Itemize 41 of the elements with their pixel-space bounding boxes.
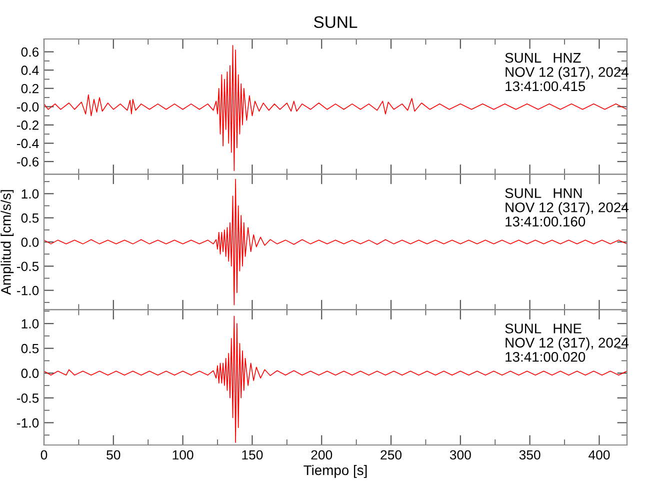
annotation: 13:41:00.415	[506, 81, 586, 92]
annotation: NOV 12 (317), 2024	[506, 337, 628, 350]
y-tick-label: 0.5	[21, 344, 39, 354]
annotation: SUNL HNZ	[505, 52, 581, 63]
y-tick-label: -0.6	[16, 157, 39, 166]
y-tick-label: 0.4	[21, 66, 39, 75]
x-tick-label: 0	[40, 450, 48, 460]
annotation: 13:41:00.020	[506, 352, 586, 362]
x-tick-label: 100	[172, 450, 194, 460]
y-tick-label: 0.0	[21, 368, 39, 378]
y-tick-label: 1.0	[22, 319, 39, 328]
chart-title: SUNL	[314, 16, 358, 28]
y-tick-label: -0.5	[16, 393, 39, 403]
y-tick-label: -0.2	[16, 120, 38, 130]
y-tick-label: -0.5	[16, 262, 39, 272]
y-tick-label: -0.4	[16, 138, 39, 148]
y-axis-title: Amplitud [cm/s/s]	[0, 190, 14, 295]
x-tick-label: 350	[519, 450, 540, 460]
x-tick-label: 200	[311, 450, 332, 460]
annotation: 13:41:00.160	[506, 216, 586, 226]
annotation: NOV 12 (317), 2024	[506, 202, 628, 216]
y-tick-label: 1.0	[22, 189, 39, 199]
y-tick-label: 0.5	[21, 213, 39, 223]
x-tick-label: 400	[588, 450, 610, 460]
y-tick-label: 0.2	[21, 84, 38, 94]
x-tick-label: 50	[106, 450, 120, 460]
y-tick-label: -1.0	[16, 418, 39, 428]
line-series	[44, 178, 627, 306]
x-tick-label: 250	[380, 450, 402, 460]
annotation: SUNL HNN	[505, 188, 582, 198]
x-axis-title: Tiempo [s]	[304, 464, 367, 478]
y-tick-label: -0.0	[16, 102, 39, 112]
x-tick-label: 300	[450, 450, 471, 460]
line-series	[44, 316, 627, 443]
annotation: SUNL HNE	[505, 324, 582, 334]
y-tick-label: -1.0	[16, 286, 39, 296]
x-tick-label: 150	[242, 450, 263, 460]
y-tick-label: 0.0	[21, 238, 39, 247]
y-tick-label: 0.6	[21, 47, 39, 57]
line-series	[44, 44, 627, 172]
annotation: NOV 12 (317), 2024	[506, 66, 628, 80]
